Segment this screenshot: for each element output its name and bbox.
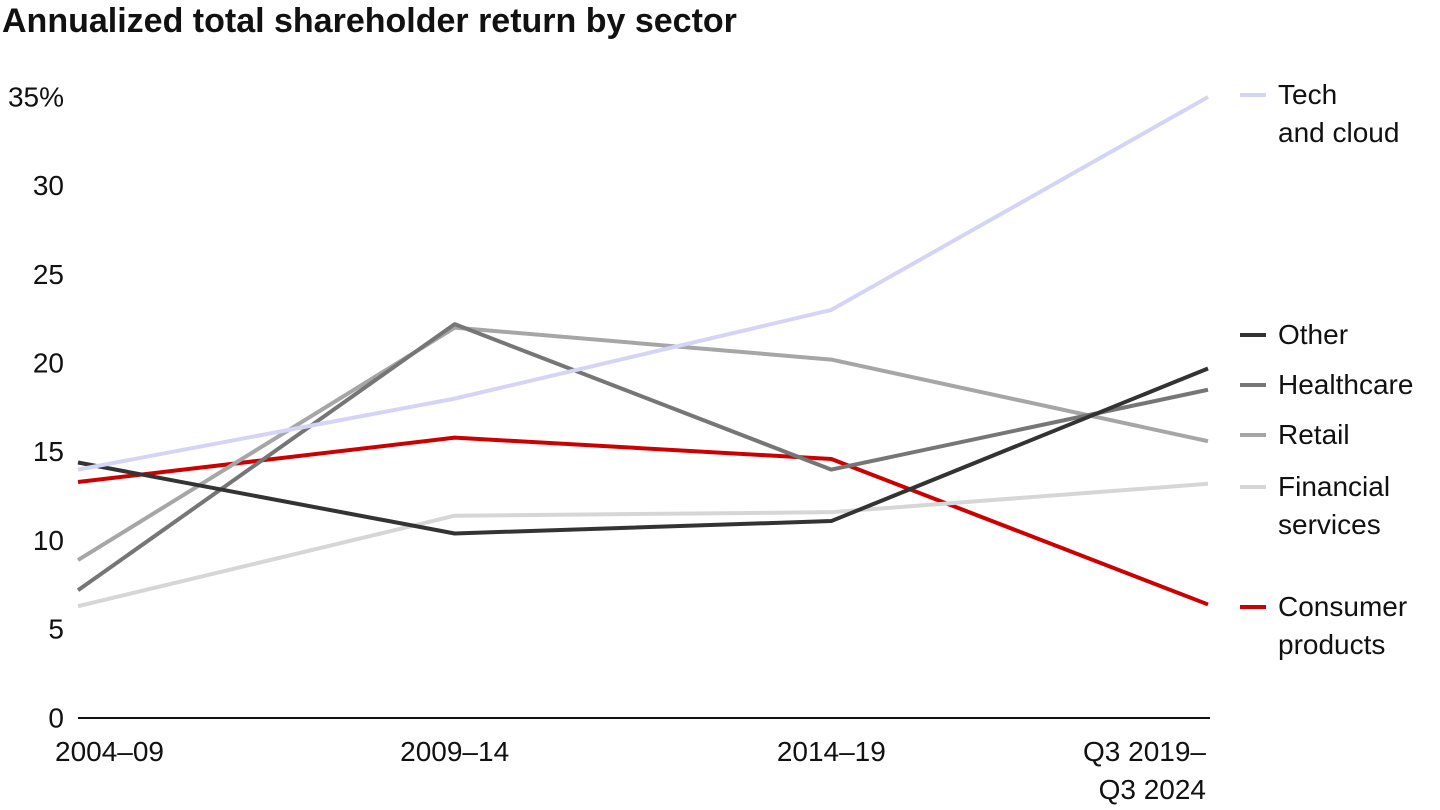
y-tick-label: 15 bbox=[33, 436, 64, 467]
series-line bbox=[76, 322, 1209, 592]
y-tick-label: 5 bbox=[48, 614, 64, 645]
y-tick-label: 25 bbox=[33, 259, 64, 290]
legend-label: Tech and cloud bbox=[1278, 79, 1400, 148]
legend-label: Other bbox=[1278, 319, 1349, 350]
series-line bbox=[77, 95, 1209, 472]
x-tick-label: 2009–14 bbox=[400, 736, 510, 767]
y-tick-label: 10 bbox=[33, 525, 64, 556]
x-tick-label: Q3 2019– Q3 2024 bbox=[1083, 736, 1206, 805]
chart-title: Annualized total shareholder return by s… bbox=[2, 2, 737, 40]
series-line bbox=[77, 366, 1209, 536]
y-tick-label: 20 bbox=[33, 348, 64, 379]
y-tick-label: 0 bbox=[48, 702, 64, 733]
y-tick-label: 35% bbox=[8, 81, 64, 112]
series-line bbox=[77, 435, 1209, 607]
legend-label: Healthcare bbox=[1278, 369, 1414, 400]
legend-label: Retail bbox=[1278, 419, 1350, 450]
legend-label: Financial services bbox=[1278, 471, 1391, 540]
series-line bbox=[77, 481, 1209, 609]
series-line bbox=[76, 325, 1209, 562]
y-tick-label: 30 bbox=[33, 170, 64, 201]
x-tick-label: 2014–19 bbox=[776, 736, 886, 767]
x-tick-label: 2004–09 bbox=[55, 736, 165, 767]
legend-label: Consumer products bbox=[1278, 591, 1408, 660]
